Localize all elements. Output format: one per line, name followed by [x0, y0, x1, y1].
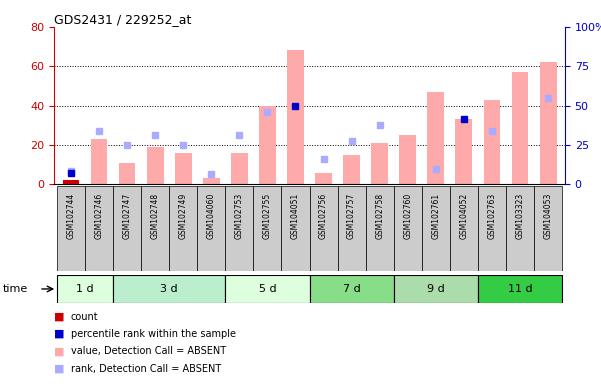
- Bar: [169, 186, 197, 271]
- Bar: [113, 275, 225, 303]
- Text: 11 d: 11 d: [508, 284, 532, 294]
- Bar: [399, 135, 416, 184]
- Bar: [63, 180, 79, 184]
- Text: rank, Detection Call = ABSENT: rank, Detection Call = ABSENT: [71, 364, 221, 374]
- Bar: [231, 153, 248, 184]
- Bar: [540, 62, 557, 184]
- Text: 1 d: 1 d: [76, 284, 94, 294]
- Bar: [147, 147, 163, 184]
- Bar: [511, 72, 528, 184]
- Bar: [57, 275, 113, 303]
- Bar: [175, 153, 192, 184]
- Bar: [310, 275, 394, 303]
- Text: GSM104060: GSM104060: [207, 193, 216, 239]
- Bar: [422, 186, 450, 271]
- Bar: [141, 186, 169, 271]
- Text: 3 d: 3 d: [160, 284, 178, 294]
- Bar: [254, 186, 281, 271]
- Text: percentile rank within the sample: percentile rank within the sample: [71, 329, 236, 339]
- Text: GSM104052: GSM104052: [459, 193, 468, 239]
- Bar: [259, 106, 276, 184]
- Text: ■: ■: [54, 346, 64, 356]
- Text: GSM102763: GSM102763: [487, 193, 496, 239]
- Text: GSM102756: GSM102756: [319, 193, 328, 239]
- Text: GSM104053: GSM104053: [543, 193, 552, 239]
- Bar: [478, 275, 562, 303]
- Bar: [113, 186, 141, 271]
- Bar: [225, 186, 254, 271]
- Text: GSM104051: GSM104051: [291, 193, 300, 239]
- Bar: [203, 179, 220, 184]
- Text: GSM102755: GSM102755: [263, 193, 272, 239]
- Text: GSM102748: GSM102748: [151, 193, 160, 239]
- Bar: [394, 186, 422, 271]
- Text: count: count: [71, 312, 99, 322]
- Bar: [506, 186, 534, 271]
- Bar: [343, 155, 360, 184]
- Text: ■: ■: [54, 312, 64, 322]
- Text: GSM103323: GSM103323: [516, 193, 525, 239]
- Bar: [281, 186, 310, 271]
- Bar: [534, 186, 562, 271]
- Bar: [310, 186, 338, 271]
- Bar: [57, 186, 85, 271]
- Text: GSM102760: GSM102760: [403, 193, 412, 239]
- Bar: [338, 186, 365, 271]
- Bar: [63, 180, 79, 184]
- Text: GDS2431 / 229252_at: GDS2431 / 229252_at: [54, 13, 192, 26]
- Bar: [85, 186, 113, 271]
- Text: 9 d: 9 d: [427, 284, 445, 294]
- Text: GSM102744: GSM102744: [67, 193, 76, 239]
- Bar: [394, 275, 478, 303]
- Bar: [427, 92, 444, 184]
- Bar: [365, 186, 394, 271]
- Text: GSM102757: GSM102757: [347, 193, 356, 239]
- Text: 5 d: 5 d: [258, 284, 276, 294]
- Bar: [315, 172, 332, 184]
- Text: GSM102747: GSM102747: [123, 193, 132, 239]
- Text: GSM102761: GSM102761: [432, 193, 441, 239]
- Text: ■: ■: [54, 364, 64, 374]
- Bar: [91, 139, 108, 184]
- Text: time: time: [3, 284, 28, 294]
- Bar: [478, 186, 506, 271]
- Text: GSM102753: GSM102753: [235, 193, 244, 239]
- Bar: [197, 186, 225, 271]
- Text: GSM102746: GSM102746: [94, 193, 103, 239]
- Bar: [371, 143, 388, 184]
- Bar: [484, 100, 501, 184]
- Bar: [456, 119, 472, 184]
- Text: GSM102758: GSM102758: [375, 193, 384, 239]
- Bar: [118, 163, 135, 184]
- Bar: [287, 50, 304, 184]
- Text: value, Detection Call = ABSENT: value, Detection Call = ABSENT: [71, 346, 226, 356]
- Bar: [225, 275, 310, 303]
- Text: 7 d: 7 d: [343, 284, 361, 294]
- Text: GSM102749: GSM102749: [178, 193, 188, 239]
- Text: ■: ■: [54, 329, 64, 339]
- Bar: [450, 186, 478, 271]
